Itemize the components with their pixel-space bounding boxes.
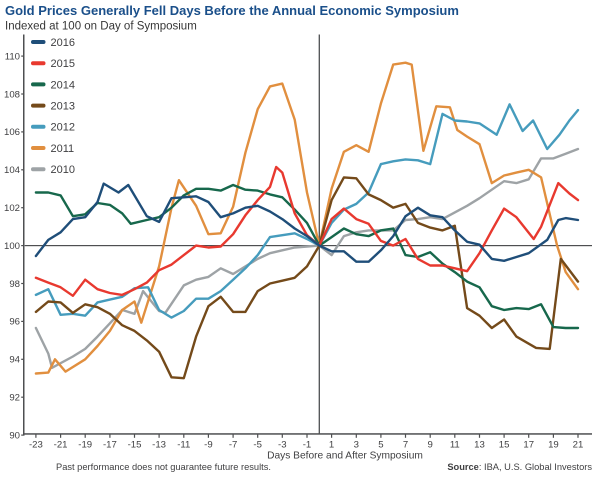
svg-text:5: 5	[378, 440, 383, 451]
svg-text:90: 90	[9, 430, 20, 441]
svg-text:2010: 2010	[51, 164, 75, 176]
svg-text:Days Before and After Symposiu: Days Before and After Symposium	[267, 451, 423, 462]
svg-text:92: 92	[9, 393, 20, 404]
svg-text:Source: IBA, U.S. Global Inves: Source: IBA, U.S. Global Investors	[447, 462, 592, 472]
svg-text:7: 7	[403, 440, 408, 451]
svg-text:11: 11	[450, 440, 460, 451]
svg-text:94: 94	[9, 355, 20, 366]
svg-text:110: 110	[5, 51, 20, 62]
svg-text:-3: -3	[278, 440, 287, 451]
svg-text:-13: -13	[152, 440, 166, 451]
svg-text:108: 108	[4, 89, 20, 100]
svg-text:96: 96	[9, 317, 20, 328]
svg-text:1: 1	[329, 440, 334, 451]
svg-text:-9: -9	[204, 440, 213, 451]
svg-text:2013: 2013	[51, 101, 75, 113]
svg-text:Gold Prices Generally Fell Day: Gold Prices Generally Fell Days Before t…	[5, 3, 459, 18]
svg-text:-15: -15	[128, 440, 142, 451]
svg-text:3: 3	[354, 440, 359, 451]
svg-text:13: 13	[474, 440, 485, 451]
svg-text:-5: -5	[253, 440, 262, 451]
svg-text:100: 100	[4, 241, 20, 252]
svg-text:9: 9	[428, 440, 433, 451]
svg-text:21: 21	[573, 440, 584, 451]
svg-text:102: 102	[4, 203, 20, 214]
svg-text:-11: -11	[177, 440, 190, 451]
svg-text:-23: -23	[29, 440, 43, 451]
svg-text:106: 106	[4, 127, 20, 138]
svg-text:2012: 2012	[51, 122, 75, 134]
svg-text:2015: 2015	[51, 58, 75, 70]
svg-text:-21: -21	[54, 440, 68, 451]
svg-text:2014: 2014	[51, 79, 75, 91]
svg-text:104: 104	[4, 165, 21, 176]
svg-text:-17: -17	[103, 440, 117, 451]
svg-text:98: 98	[9, 279, 20, 290]
svg-text:2011: 2011	[51, 143, 75, 155]
svg-text:15: 15	[499, 440, 510, 451]
svg-text:17: 17	[523, 440, 534, 451]
svg-text:-1: -1	[303, 440, 312, 451]
svg-text:Indexed at 100 on Day of Sympo: Indexed at 100 on Day of Symposium	[5, 21, 197, 33]
svg-text:Past performance does not guar: Past performance does not guarantee futu…	[56, 462, 271, 472]
svg-text:-19: -19	[78, 440, 92, 451]
svg-text:2016: 2016	[51, 37, 75, 49]
svg-text:19: 19	[548, 440, 559, 451]
svg-text:-7: -7	[229, 440, 238, 451]
